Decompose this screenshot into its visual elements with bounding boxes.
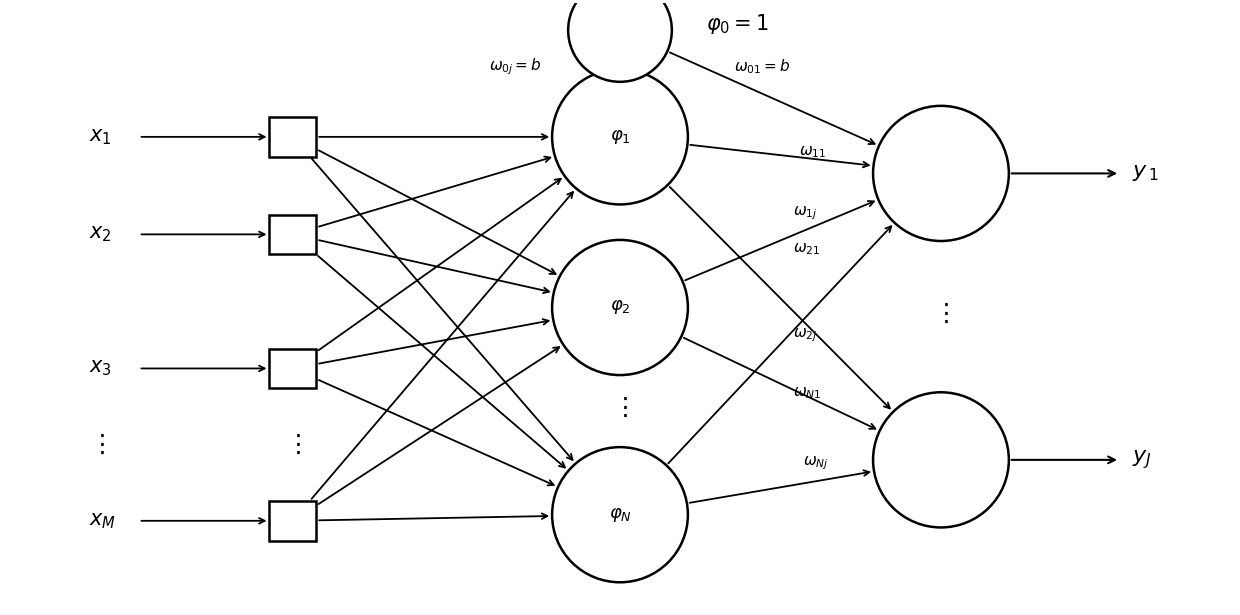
Text: $x_1$: $x_1$	[89, 127, 112, 147]
Text: $\varphi_0=1$: $\varphi_0=1$	[707, 12, 769, 36]
Bar	[269, 117, 316, 157]
Ellipse shape	[873, 392, 1009, 528]
Ellipse shape	[552, 69, 688, 204]
Text: $y_J$: $y_J$	[1132, 448, 1152, 471]
Text: $\vdots$: $\vdots$	[285, 432, 301, 456]
Bar	[269, 215, 316, 254]
Text: $\varphi_2$: $\varphi_2$	[610, 298, 630, 317]
Text: $x_M$: $x_M$	[89, 511, 117, 531]
Text: $\omega_{11}$: $\omega_{11}$	[799, 145, 826, 160]
Text: $\omega_{1j}$: $\omega_{1j}$	[792, 204, 817, 222]
Text: $x_3$: $x_3$	[89, 359, 112, 378]
Text: $\varphi_N$: $\varphi_N$	[609, 506, 631, 524]
Text: $y_{\,1}$: $y_{\,1}$	[1132, 164, 1159, 183]
Text: $\omega_{01}=b$: $\omega_{01}=b$	[734, 57, 790, 76]
Text: $\omega_{0j}=b$: $\omega_{0j}=b$	[489, 57, 542, 77]
Text: $\omega_{21}$: $\omega_{21}$	[792, 242, 820, 258]
Ellipse shape	[552, 240, 688, 375]
Text: $\omega_{2j}$: $\omega_{2j}$	[792, 326, 817, 344]
Text: $\vdots$: $\vdots$	[613, 396, 627, 420]
Text: $\omega_{N1}$: $\omega_{N1}$	[792, 385, 821, 400]
Ellipse shape	[568, 0, 672, 82]
Text: $x_2$: $x_2$	[89, 224, 112, 244]
Ellipse shape	[552, 447, 688, 582]
Text: $\omega_{Nj}$: $\omega_{Nj}$	[802, 454, 828, 472]
Text: $\varphi_1$: $\varphi_1$	[610, 128, 630, 146]
Bar	[269, 349, 316, 388]
Bar	[269, 501, 316, 541]
Text: $\vdots$: $\vdots$	[89, 432, 105, 456]
Text: $\vdots$: $\vdots$	[932, 301, 949, 325]
Ellipse shape	[873, 106, 1009, 241]
